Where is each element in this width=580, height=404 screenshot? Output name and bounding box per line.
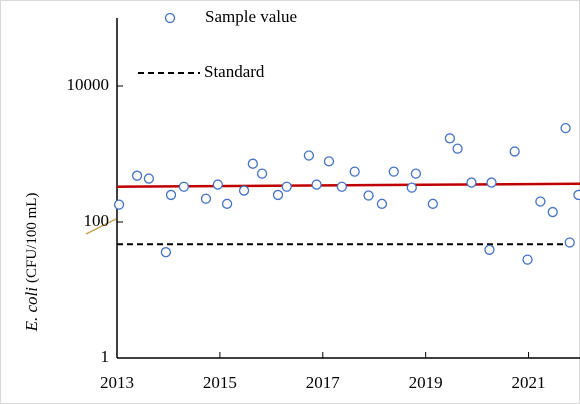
sample-point: [113, 199, 125, 210]
sample-point: [281, 181, 292, 192]
sample-point: [564, 237, 575, 248]
sample-point: [131, 170, 143, 181]
sample-point: [522, 254, 533, 265]
legend-label: Sample value: [205, 7, 297, 26]
sample-point: [406, 182, 417, 193]
sample-point: [336, 181, 347, 192]
sample-point: [221, 198, 233, 209]
legend-marker: [164, 12, 176, 24]
sample-point: [200, 193, 212, 204]
callout-line: [85, 218, 117, 235]
sample-point: [212, 179, 223, 190]
x-tick-label: 2021: [512, 373, 546, 392]
y-label-units: (CFU/100 mL): [24, 193, 40, 283]
legend-label: Standard: [204, 62, 265, 81]
sample-point: [311, 179, 322, 190]
y-label-italic: E. coli: [22, 287, 41, 333]
sample-point: [388, 166, 399, 177]
sample-point: [256, 168, 268, 179]
x-tick-label: 2013: [100, 373, 134, 392]
sample-point: [466, 177, 477, 188]
y-tick-label: 1: [101, 347, 110, 366]
sample-point: [573, 189, 580, 201]
sample-point: [547, 206, 558, 218]
sample-point: [160, 247, 172, 258]
sample-point: [444, 133, 455, 144]
sample-point: [376, 198, 388, 209]
sample-point: [363, 190, 374, 201]
x-tick-label: 2019: [409, 373, 443, 392]
y-tick-label: 10000: [67, 75, 110, 94]
sample-point: [484, 244, 495, 255]
sample-point: [247, 158, 258, 169]
sample-point: [486, 177, 497, 188]
sample-point: [349, 166, 360, 177]
sample-point: [410, 168, 422, 179]
sample-point: [535, 196, 546, 207]
y-tick-label: 100: [84, 211, 110, 230]
y-axis-label: E. coli (CFU/100 mL): [22, 193, 41, 333]
sample-point: [452, 143, 463, 154]
x-tick-label: 2015: [203, 373, 237, 392]
sample-point: [238, 185, 250, 196]
sample-point: [143, 173, 155, 184]
x-tick-label: 2017: [306, 373, 341, 392]
sample-point: [303, 150, 315, 161]
sample-point: [427, 198, 439, 209]
sample-point: [509, 146, 520, 157]
sample-point: [560, 122, 571, 134]
trend-line: [116, 182, 580, 188]
sample-point: [272, 189, 284, 201]
sample-point: [178, 181, 190, 192]
sample-point: [165, 189, 177, 201]
sample-point: [323, 156, 335, 167]
